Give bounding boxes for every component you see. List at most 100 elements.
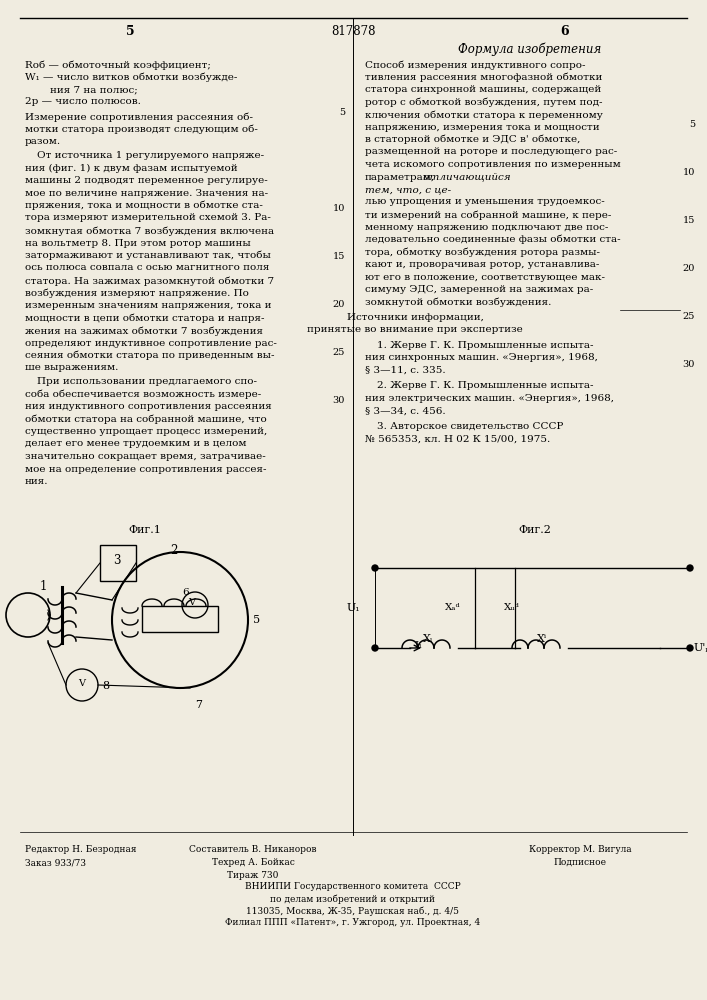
Text: 25: 25: [683, 312, 695, 321]
Text: 10: 10: [683, 168, 695, 177]
Text: по делам изобретений и открытий: по делам изобретений и открытий: [271, 894, 436, 904]
Text: 2: 2: [170, 544, 177, 557]
Text: 7: 7: [195, 700, 202, 710]
Text: § 3—34, с. 456.: § 3—34, с. 456.: [365, 406, 445, 416]
Text: Заказ 933/73: Заказ 933/73: [25, 858, 86, 867]
Text: № 565353, кл. Н 02 К 15/00, 1975.: № 565353, кл. Н 02 К 15/00, 1975.: [365, 434, 550, 444]
Text: 6: 6: [561, 25, 569, 38]
Text: кают и, проворачивая ротор, устанавлива-: кают и, проворачивая ротор, устанавлива-: [365, 260, 600, 269]
Text: 30: 30: [332, 396, 345, 405]
Text: 817878: 817878: [331, 25, 375, 38]
Text: возбуждения измеряют напряжение. По: возбуждения измеряют напряжение. По: [25, 288, 249, 298]
Text: Формула изобретения: Формула изобретения: [458, 42, 602, 55]
Text: § 3—11, с. 335.: § 3—11, с. 335.: [365, 366, 445, 375]
Text: пряжения, тока и мощности в обмотке ста-: пряжения, тока и мощности в обмотке ста-: [25, 201, 263, 211]
Text: мощности в цепи обмотки статора и напря-: мощности в цепи обмотки статора и напря-: [25, 314, 264, 323]
Text: тора измеряют измерительной схемой 3. Ра-: тора измеряют измерительной схемой 3. Ра…: [25, 214, 271, 223]
Text: 1: 1: [40, 580, 47, 593]
Text: сеяния обмотки статора по приведенным вы-: сеяния обмотки статора по приведенным вы…: [25, 351, 274, 360]
Bar: [100, 545, 136, 581]
Text: Корректор М. Вигула: Корректор М. Вигула: [529, 845, 631, 854]
Text: ледовательно соединенные фазы обмотки ста-: ледовательно соединенные фазы обмотки ст…: [365, 235, 621, 244]
Text: Источники информации,: Источники информации,: [346, 313, 484, 322]
Text: Rоб — обмоточный коэффициент;: Rоб — обмоточный коэффициент;: [25, 60, 211, 70]
Text: в статорной обмотке и ЭДС в' обмотке,: в статорной обмотке и ЭДС в' обмотке,: [365, 135, 580, 144]
Text: ше выражениям.: ше выражениям.: [25, 363, 118, 372]
Text: принятые во внимание при экспертизе: принятые во внимание при экспертизе: [307, 326, 523, 334]
Text: менному напряжению подключают две пос-: менному напряжению подключают две пос-: [365, 223, 609, 232]
Text: затормаживают и устанавливают так, чтобы: затормаживают и устанавливают так, чтобы: [25, 251, 271, 260]
Text: Филиал ППП «Патент», г. Ужгород, ул. Проектная, 4: Филиал ППП «Патент», г. Ужгород, ул. Про…: [226, 918, 481, 927]
Text: значительно сокращает время, затрачивае-: значительно сокращает время, затрачивае-: [25, 452, 266, 461]
Circle shape: [372, 645, 378, 651]
Text: Редактор Н. Безродная: Редактор Н. Безродная: [25, 845, 136, 854]
Text: 5: 5: [689, 120, 695, 129]
Text: 2р — число полюсов.: 2р — число полюсов.: [25, 98, 141, 106]
Text: От источника 1 регулируемого напряже-: От источника 1 регулируемого напряже-: [37, 151, 264, 160]
Text: обмотки статора на собранной машине, что: обмотки статора на собранной машине, что: [25, 414, 267, 424]
Text: 15: 15: [332, 252, 345, 261]
Text: U₁: U₁: [346, 603, 360, 613]
Text: ось полюса совпала с осью магнитного поля: ось полюса совпала с осью магнитного пол…: [25, 263, 269, 272]
Text: 20: 20: [332, 300, 345, 309]
Bar: [142, 606, 218, 632]
Circle shape: [687, 645, 693, 651]
Text: соба обеспечивается возможность измере-: соба обеспечивается возможность измере-: [25, 389, 262, 399]
Circle shape: [372, 565, 378, 571]
Text: 113035, Москва, Ж-35, Раушская наб., д. 4/5: 113035, Москва, Ж-35, Раушская наб., д. …: [247, 906, 460, 916]
Text: Xⁱ: Xⁱ: [537, 634, 547, 644]
Text: Измерение сопротивления рассеяния об-: Измерение сопротивления рассеяния об-: [25, 112, 253, 122]
Text: определяют индуктивное сопротивление рас-: определяют индуктивное сопротивление рас…: [25, 338, 277, 348]
Text: При использовании предлагаемого спо-: При использовании предлагаемого спо-: [37, 377, 257, 386]
Text: Φиг.2: Φиг.2: [518, 525, 551, 535]
Text: Тираж 730: Тираж 730: [228, 871, 279, 880]
Text: 5: 5: [339, 108, 345, 117]
Text: 8: 8: [102, 681, 109, 691]
Text: Способ измерения индуктивного сопро-: Способ измерения индуктивного сопро-: [365, 60, 585, 70]
Text: 5: 5: [253, 615, 260, 625]
Text: V: V: [78, 679, 85, 688]
Text: Xᵤᵈ: Xᵤᵈ: [504, 603, 520, 612]
Text: измеренным значениям напряжения, тока и: измеренным значениям напряжения, тока и: [25, 301, 271, 310]
Text: Xₗ: Xₗ: [423, 634, 433, 644]
Text: 5: 5: [126, 25, 134, 38]
Text: лью упрощения и уменьшения трудоемкос-: лью упрощения и уменьшения трудоемкос-: [365, 198, 604, 207]
Text: тивления рассеяния многофазной обмотки: тивления рассеяния многофазной обмотки: [365, 73, 602, 82]
Text: статора. На зажимах разомкнутой обмотки 7: статора. На зажимах разомкнутой обмотки …: [25, 276, 274, 286]
Text: Φиг.1: Φиг.1: [129, 525, 161, 535]
Text: ротор с обмоткой возбуждения, путем под-: ротор с обмоткой возбуждения, путем под-: [365, 98, 602, 107]
Text: 15: 15: [683, 216, 695, 225]
Text: параметрам,: параметрам,: [365, 172, 435, 182]
Text: ют его в положение, соответствующее мак-: ют его в положение, соответствующее мак-: [365, 272, 605, 282]
Circle shape: [687, 565, 693, 571]
Text: зомкнутой обмотки возбуждения.: зомкнутой обмотки возбуждения.: [365, 298, 551, 307]
Text: напряжению, измерения тока и мощности: напряжению, измерения тока и мощности: [365, 122, 600, 131]
Text: 6: 6: [182, 588, 189, 597]
Text: ключения обмотки статора к переменному: ключения обмотки статора к переменному: [365, 110, 603, 119]
Text: W₁ — число витков обмотки возбужде-: W₁ — число витков обмотки возбужде-: [25, 73, 238, 82]
Text: ти измерений на собранной машине, к пере-: ти измерений на собранной машине, к пере…: [365, 210, 612, 220]
Text: 3. Авторское свидетельство СССР: 3. Авторское свидетельство СССР: [377, 422, 563, 431]
Text: статора синхронной машины, содержащей: статора синхронной машины, содержащей: [365, 85, 601, 94]
Text: Техред А. Бойкас: Техред А. Бойкас: [211, 858, 294, 867]
Text: ния синхронных машин. «Энергия», 1968,: ния синхронных машин. «Энергия», 1968,: [365, 354, 598, 362]
Text: ВНИИПИ Государственного комитета  СССР: ВНИИПИ Государственного комитета СССР: [245, 882, 461, 891]
Text: на вольтметр 8. При этом ротор машины: на вольтметр 8. При этом ротор машины: [25, 238, 251, 247]
Text: 2. Жерве Г. К. Промышленные испыта-: 2. Жерве Г. К. Промышленные испыта-: [377, 381, 593, 390]
Text: 3: 3: [113, 554, 120, 567]
Text: размещенной на роторе и последующего рас-: размещенной на роторе и последующего рас…: [365, 147, 617, 156]
Text: машины 2 подводят переменное регулируе-: машины 2 подводят переменное регулируе-: [25, 176, 268, 185]
Text: I₁: I₁: [414, 641, 422, 650]
Text: жения на зажимах обмотки 7 возбуждения: жения на зажимах обмотки 7 возбуждения: [25, 326, 263, 336]
Text: отличающийся: отличающийся: [420, 172, 510, 182]
Text: зомкнутая обмотка 7 возбуждения включена: зомкнутая обмотка 7 возбуждения включена: [25, 226, 274, 235]
Text: делает его менее трудоемким и в целом: делает его менее трудоемким и в целом: [25, 440, 247, 448]
Text: мое на определение сопротивления рассея-: мое на определение сопротивления рассея-: [25, 464, 267, 474]
Text: мое по величине напряжение. Значения на-: мое по величине напряжение. Значения на-: [25, 188, 268, 198]
Text: 20: 20: [683, 264, 695, 273]
Text: ния (фиг. 1) к двум фазам испытуемой: ния (фиг. 1) к двум фазам испытуемой: [25, 163, 238, 173]
Text: ния 7 на полюс;: ния 7 на полюс;: [50, 85, 138, 94]
Text: 25: 25: [332, 348, 345, 357]
Text: разом.: разом.: [25, 137, 61, 146]
Text: 10: 10: [332, 204, 345, 213]
